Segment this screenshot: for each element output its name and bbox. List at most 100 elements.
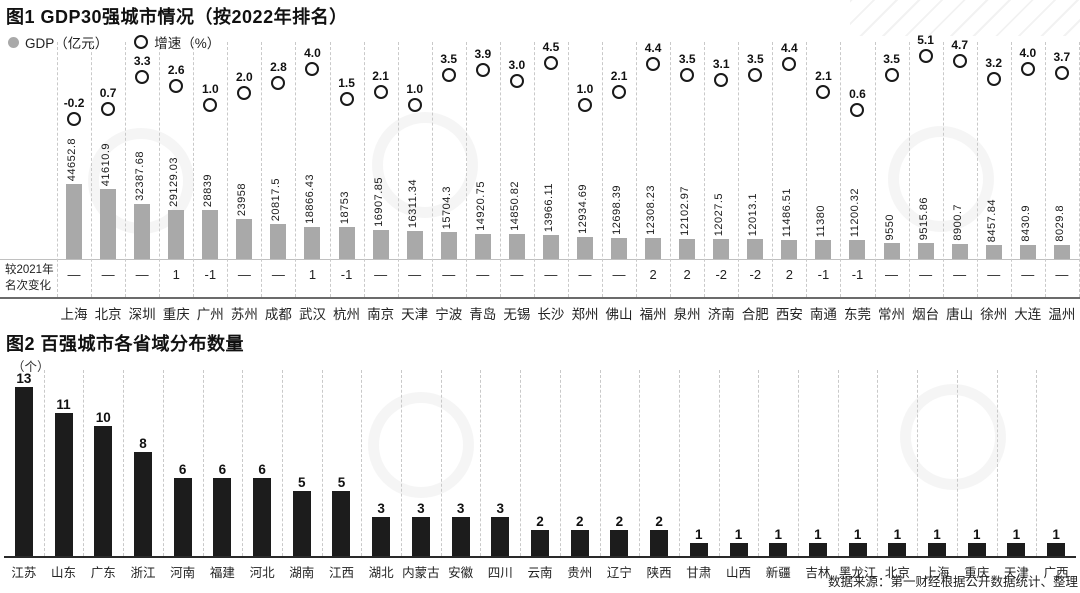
chart2-title: 图2 百强城市各省域分布数量	[6, 334, 245, 354]
gdp-value-label: 16311.34	[406, 178, 419, 228]
gdp-value-label: 12934.69	[576, 184, 589, 234]
city-label: 广州	[196, 307, 224, 322]
watermark-hatch	[850, 0, 1080, 36]
chart1-column: 1.0 28839 -1 广州	[193, 42, 227, 322]
province-label: 广东	[90, 566, 116, 580]
rank-change-value: —	[987, 267, 1001, 282]
count-value-label: 1	[734, 527, 743, 542]
gridline	[363, 42, 365, 297]
province-label: 吉林	[805, 566, 831, 580]
province-label: 新疆	[765, 566, 791, 580]
gridline	[772, 42, 774, 297]
gridline	[329, 42, 331, 297]
growth-marker	[646, 57, 661, 72]
chart1-column: 3.5 9550 — 常州	[874, 42, 909, 322]
gridline	[520, 370, 522, 556]
growth-marker	[952, 53, 967, 68]
growth-value-label: 5.1	[917, 32, 934, 47]
watermark-ring	[368, 392, 474, 498]
city-label: 青岛	[469, 307, 497, 322]
rank-change-value: —	[271, 267, 285, 282]
city-label: 苏州	[230, 307, 258, 322]
chart2-column: 6 河南	[162, 370, 203, 582]
count-bar	[491, 517, 510, 556]
gdp-value-label: 11380	[815, 204, 828, 237]
gridline	[678, 370, 680, 556]
count-bar	[1007, 543, 1026, 556]
gridline	[738, 42, 740, 297]
gdp-value-label: 20817.5	[270, 177, 283, 221]
growth-value-label: 2.0	[236, 70, 253, 84]
province-label: 黑龙江	[838, 566, 877, 580]
gdp-bar	[815, 240, 832, 259]
gridline	[758, 370, 760, 556]
count-bar	[570, 530, 589, 556]
gdp-value-label: 12027.5	[713, 192, 726, 236]
chart1-column: 4.4 12308.23 2 福州	[636, 41, 670, 322]
growth-value-label: 4.0	[304, 46, 321, 60]
chart1-column: 2.1 12698.39 — 佛山	[602, 42, 636, 322]
gridline	[202, 370, 204, 556]
gdp-bar	[747, 239, 764, 259]
gridline	[533, 42, 535, 297]
city-label: 温州	[1048, 307, 1076, 322]
growth-value-label: 3.5	[883, 52, 900, 66]
count-bar	[173, 478, 192, 556]
count-value-label: 6	[258, 462, 266, 477]
gdp-value-label: 9515.86	[917, 196, 930, 240]
chart1-title: 图1 GDP30强城市情况（按2022年排名）	[6, 7, 348, 27]
rank-change-value: —	[101, 267, 115, 282]
growth-value-label: 4.0	[1019, 46, 1037, 60]
gdp-value-label: 28839	[202, 173, 215, 207]
chart2-column: 3 内蒙古	[401, 370, 441, 582]
count-value-label: 1	[933, 527, 941, 542]
gridline	[162, 370, 164, 556]
city-label: 佛山	[605, 307, 633, 322]
gdp-value-label: 23958	[236, 182, 249, 216]
gridline	[261, 42, 263, 297]
count-value-label: 1	[695, 527, 703, 542]
gdp-bar	[338, 227, 355, 259]
rank-change-value: 2	[683, 267, 691, 282]
gdp-bar	[576, 237, 593, 259]
gridline	[704, 42, 706, 297]
chart1-column: 5.1 9515.86 — 烟台	[908, 33, 943, 322]
growth-value-label: 1.0	[406, 82, 423, 96]
gdp-bar	[474, 234, 491, 259]
gridline	[125, 42, 127, 297]
province-label: 山西	[726, 566, 752, 580]
growth-marker	[918, 48, 933, 63]
city-label: 西安	[775, 307, 803, 322]
gridline	[806, 42, 808, 297]
chart1-column: 1.5 18753 -1 杭州	[329, 42, 364, 322]
count-bar	[729, 543, 748, 556]
gdp-value-label: 18866.43	[304, 174, 317, 224]
count-value-label: 3	[377, 501, 385, 516]
growth-marker	[237, 86, 252, 100]
gridline	[636, 42, 638, 297]
city-label: 成都	[264, 307, 292, 322]
count-bar	[292, 491, 311, 556]
chart1-column: 3.1 12027.5 -2 济南	[704, 42, 738, 322]
growth-marker	[305, 62, 320, 76]
count-value-label: 2	[575, 514, 584, 529]
chart2-column: 2 辽宁	[599, 370, 640, 582]
chart1-column: 3.5 12013.1 -2 合肥	[738, 42, 772, 322]
chart2-columns: 13 江苏 11 山东 10 广东 8 浙江 6 河南 6 福建 6 河北 5 湖南 5 江西 3 湖北 3 内蒙古 3 安徽…	[4, 370, 1076, 582]
gdp-bar	[202, 210, 219, 259]
rank-change-value: —	[237, 267, 251, 282]
count-bar	[411, 517, 430, 556]
count-bar	[808, 543, 827, 556]
chart1-legend: GDP（亿元） 增速（%）	[8, 32, 220, 52]
city-label: 杭州	[333, 307, 361, 322]
growth-marker	[782, 57, 797, 72]
gdp-bar	[781, 240, 798, 259]
growth-marker	[816, 84, 831, 99]
gridline	[361, 370, 363, 556]
count-value-label: 11	[56, 397, 71, 412]
count-bar	[967, 543, 986, 556]
chart2-column: 1 新疆	[758, 370, 798, 582]
gridline	[599, 370, 601, 556]
city-label: 唐山	[946, 307, 974, 322]
growth-marker	[612, 84, 627, 99]
